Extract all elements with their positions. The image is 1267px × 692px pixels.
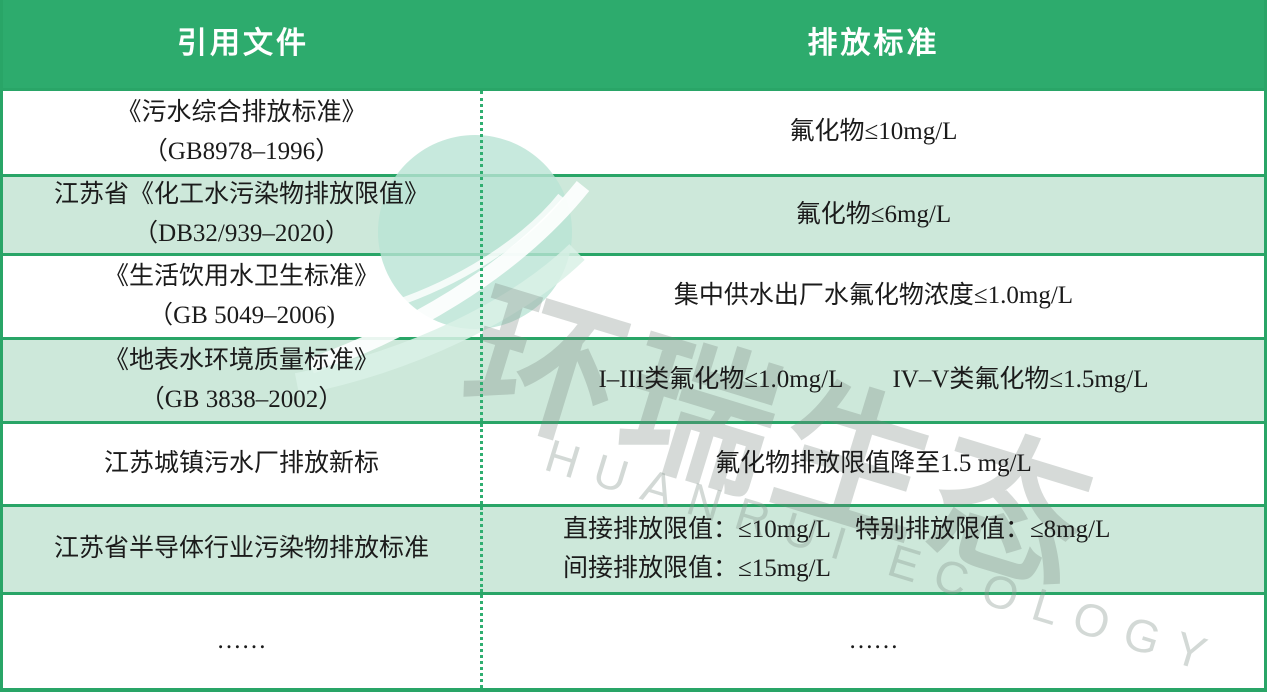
reference-title: 江苏省《化工水污染物排放限值》 (53, 181, 429, 209)
table-row: 江苏城镇污水厂排放新标 氟化物排放限值降至1.5 mg/L (3, 421, 1264, 504)
reference-cell: 《地表水环境质量标准》 （GB 3838–2002） (3, 340, 483, 421)
table-row: 《污水综合排放标准》 （GB8978–1996） 氟化物≤10mg/L (3, 88, 1264, 174)
reference-cell: 《生活饮用水卫生标准》 （GB 5049–2006) (3, 256, 483, 337)
reference-cell: 江苏省半导体行业污染物排放标准 (3, 507, 483, 592)
table-row: 《地表水环境质量标准》 （GB 3838–2002） I–III类氟化物≤1.0… (3, 337, 1264, 421)
standard-value: 氟化物≤6mg/L (795, 200, 952, 228)
standard-value: 氟化物排放限值降至1.5 mg/L (715, 449, 1032, 477)
reference-code: （GB 5049–2006) (148, 301, 335, 329)
standard-value: 氟化物≤10mg/L (789, 118, 958, 146)
reference-cell: …… (3, 595, 483, 688)
reference-ellipsis: …… (216, 627, 267, 655)
reference-code: （GB 3838–2002） (139, 385, 344, 413)
table-row: 江苏省《化工水污染物排放限值》 （DB32/939–2020） 氟化物≤6mg/… (3, 174, 1264, 253)
reference-title: 江苏省半导体行业污染物排放标准 (53, 535, 429, 563)
standard-value: 间接排放限值：≤15mg/L (563, 554, 831, 582)
reference-code: （DB32/939–2020） (133, 220, 350, 247)
reference-title: 《污水综合排放标准》 (116, 98, 367, 126)
standard-cell: …… (483, 595, 1264, 688)
standard-ellipsis: …… (848, 627, 899, 655)
header-cell-reference-documents: 引用文件 (177, 26, 309, 60)
standard-cell: 氟化物≤10mg/L (483, 91, 1264, 174)
table-row: 《生活饮用水卫生标准》 （GB 5049–2006) 集中供水出厂水氟化物浓度≤… (3, 253, 1264, 337)
reference-cell: 《污水综合排放标准》 （GB8978–1996） (3, 91, 483, 174)
reference-title: 《地表水环境质量标准》 (103, 346, 379, 374)
standard-cell: 氟化物排放限值降至1.5 mg/L (483, 424, 1264, 504)
reference-cell: 江苏城镇污水厂排放新标 (3, 424, 483, 504)
reference-title: 《生活饮用水卫生标准》 (103, 262, 379, 290)
standard-cell: 氟化物≤6mg/L (483, 177, 1264, 253)
table-header-row: 引用文件 排放标准 (3, 0, 1264, 88)
standard-value: 直接排放限值：≤10mg/L 特别排放限值：≤8mg/L (563, 515, 1111, 543)
standard-cell: I–III类氟化物≤1.0mg/L IV–V类氟化物≤1.5mg/L (483, 340, 1264, 421)
table-row: 江苏省半导体行业污染物排放标准 直接排放限值：≤10mg/L 特别排放限值：≤8… (3, 504, 1264, 592)
standard-cell: 集中供水出厂水氟化物浓度≤1.0mg/L (483, 256, 1264, 337)
standard-value: 集中供水出厂水氟化物浓度≤1.0mg/L (673, 282, 1074, 310)
reference-code: （GB8978–1996） (142, 137, 341, 165)
reference-title: 江苏城镇污水厂排放新标 (103, 449, 379, 477)
standard-cell: 直接排放限值：≤10mg/L 特别排放限值：≤8mg/L 间接排放限值：≤15m… (483, 507, 1264, 592)
header-cell-emission-standard: 排放标准 (807, 26, 940, 60)
reference-cell: 江苏省《化工水污染物排放限值》 （DB32/939–2020） (3, 177, 483, 253)
standard-value: I–III类氟化物≤1.0mg/L IV–V类氟化物≤1.5mg/L (598, 366, 1149, 394)
table-row: …… …… (3, 592, 1264, 688)
